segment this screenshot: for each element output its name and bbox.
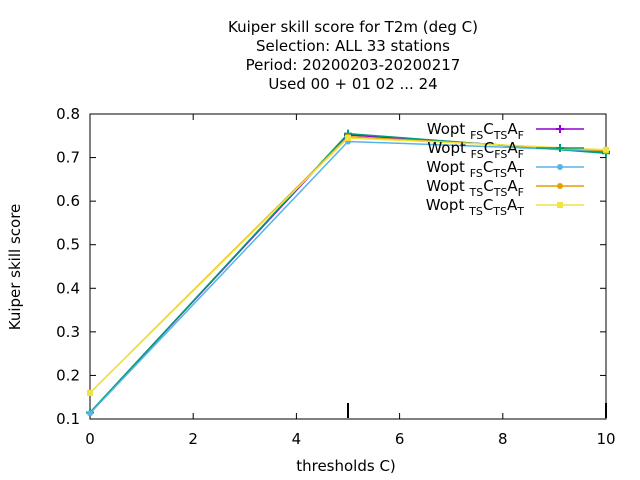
- legend-marker: [557, 202, 563, 208]
- legend-entry-3: Wopt FSCTSAT: [426, 158, 584, 180]
- legend-entry-1: Wopt FSCTSAF: [427, 120, 584, 142]
- series-1: [86, 130, 610, 417]
- title-line-2: Selection: ALL 33 stations: [256, 37, 450, 55]
- series-5: [87, 134, 609, 396]
- legend-marker: [556, 125, 564, 133]
- y-tick-label: 0.7: [56, 149, 80, 167]
- x-tick-label: 2: [188, 430, 198, 448]
- series-line: [89, 134, 607, 413]
- data-point: [87, 389, 93, 396]
- series-line: [89, 140, 607, 414]
- plot-frame: [89, 113, 607, 420]
- legend-marker: [557, 183, 563, 189]
- x-tick-label: 4: [292, 430, 302, 448]
- series-line: [89, 135, 607, 394]
- legend-label: Wopt FSCFSAF: [427, 139, 524, 161]
- data-point: [87, 410, 93, 417]
- legend-label: Wopt TSCTSAF: [426, 177, 524, 199]
- y-axis-label: Kuiper skill score: [6, 204, 24, 331]
- legend-entry-4: Wopt TSCTSAF: [426, 177, 584, 199]
- legend-label: Wopt FSCTSAT: [426, 158, 524, 180]
- title-line-4: Used 00 + 01 02 ... 24: [268, 75, 437, 93]
- legend-entry-5: Wopt TSCTSAT: [426, 196, 584, 218]
- x-tick-label: 8: [498, 430, 508, 448]
- series-layer: [86, 129, 610, 417]
- x-tick-label: 6: [395, 430, 405, 448]
- y-tick-label: 0.2: [56, 366, 80, 384]
- y-tick-label: 0.6: [56, 192, 80, 210]
- legend-entry-2: Wopt FSCFSAF: [427, 139, 584, 161]
- legend-marker: [557, 164, 563, 170]
- y-tick-label: 0.4: [56, 279, 80, 297]
- x-tick-label: 10: [596, 430, 615, 448]
- data-point: [603, 146, 609, 153]
- legend-marker: [556, 144, 564, 152]
- x-tick-label: 0: [85, 430, 95, 448]
- title-line-3: Period: 20200203-20200217: [246, 56, 461, 74]
- legend-label: Wopt FSCTSAF: [427, 120, 524, 142]
- series-2: [86, 129, 610, 417]
- data-point: [345, 134, 351, 141]
- y-tick-label: 0.1: [56, 410, 80, 428]
- x-axis-label: thresholds C): [296, 457, 396, 475]
- series-line: [89, 137, 607, 394]
- y-tick-label: 0.3: [56, 323, 80, 341]
- legend-label: Wopt TSCTSAT: [426, 196, 524, 218]
- chart-title: Kuiper skill score for T2m (deg C) Selec…: [228, 18, 478, 93]
- title-line-1: Kuiper skill score for T2m (deg C): [228, 18, 478, 36]
- y-tick-label: 0.5: [56, 236, 80, 254]
- series-3: [87, 138, 609, 417]
- series-line: [89, 132, 607, 413]
- plot-area: 0.1 0.2 0.3 0.4 0.5 0.6 0.7 0.8 0 2 4 6 8 10: [56, 105, 615, 448]
- series-4: [87, 133, 609, 396]
- y-tick-label: 0.8: [56, 105, 80, 123]
